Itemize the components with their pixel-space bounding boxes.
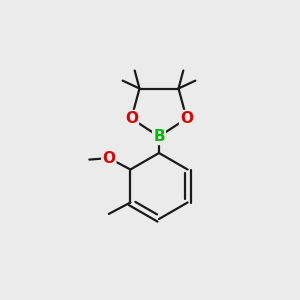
Text: O: O (125, 111, 138, 126)
Text: B: B (153, 129, 165, 144)
Text: O: O (102, 151, 115, 166)
Text: O: O (180, 111, 193, 126)
